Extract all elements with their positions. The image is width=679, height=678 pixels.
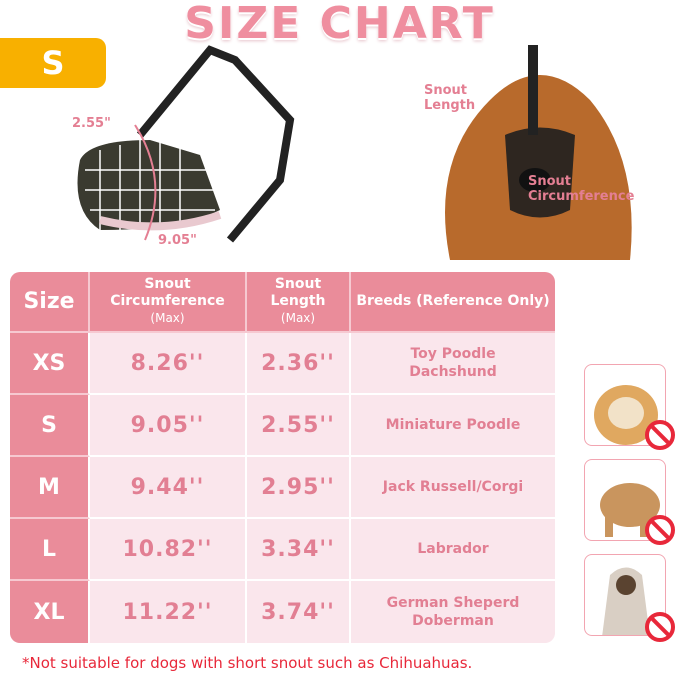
breeds-cell: Toy Poodle Dachshund: [351, 333, 555, 395]
length-cell: 2.55'': [247, 395, 351, 457]
table-row: L 10.82'' 3.34'' Labrador: [10, 519, 555, 581]
disclaimer-note: *Not suitable for dogs with short snout …: [22, 654, 473, 672]
circumference-cell: 8.26'': [90, 333, 247, 395]
page-title: SIZE CHART: [184, 0, 495, 49]
header-circumference: Snout Circumference (Max): [90, 272, 247, 333]
not-suitable-icon: [645, 420, 675, 450]
size-cell: S: [10, 395, 90, 457]
breeds-cell: German Sheperd Doberman: [351, 581, 555, 643]
circumference-cell: 10.82'': [90, 519, 247, 581]
breed-name: German Sheperd: [386, 595, 520, 611]
breeds-cell: Jack Russell/Corgi: [351, 457, 555, 519]
length-cell: 3.34'': [247, 519, 351, 581]
breed-name: Jack Russell/Corgi: [382, 479, 524, 495]
breed-name: Dachshund: [409, 364, 497, 380]
shar-pei-photo: [584, 459, 666, 541]
not-suitable-icon: [645, 515, 675, 545]
snout-circumference-label: Snout Circumference: [528, 174, 635, 204]
header-size: Size: [10, 272, 90, 333]
circumference-cell: 9.44'': [90, 457, 247, 519]
breed-name: Labrador: [417, 541, 489, 557]
breed-name: Toy Poodle: [410, 346, 496, 362]
size-cell: L: [10, 519, 90, 581]
breed-name: Miniature Poodle: [385, 417, 521, 433]
table-row: XS 8.26'' 2.36'' Toy Poodle Dachshund: [10, 333, 555, 395]
muzzle-image: [77, 45, 295, 243]
size-cell: XS: [10, 333, 90, 395]
pomeranian-photo: [584, 364, 666, 446]
circumference-cell: 9.05'': [90, 395, 247, 457]
circumference-cell: 11.22'': [90, 581, 247, 643]
size-cell: M: [10, 457, 90, 519]
snout-length-label: Snout Length: [424, 83, 476, 113]
breeds-cell: Labrador: [351, 519, 555, 581]
not-suitable-icon: [645, 612, 675, 642]
size-badge: S: [0, 38, 106, 88]
size-cell: XL: [10, 581, 90, 643]
length-dimension: 2.55": [72, 116, 111, 131]
table-header: Size Snout Circumference (Max) Snout Leng…: [10, 272, 555, 333]
table-row: S 9.05'' 2.55'' Miniature Poodle: [10, 395, 555, 457]
dog-photo: [445, 45, 632, 260]
header-breeds: Breeds (Reference Only): [351, 272, 555, 333]
table-row: XL 11.22'' 3.74'' German Sheperd Doberman: [10, 581, 555, 643]
table-row: M 9.44'' 2.95'' Jack Russell/Corgi: [10, 457, 555, 519]
breed-name: Doberman: [412, 613, 494, 629]
length-cell: 2.95'': [247, 457, 351, 519]
length-cell: 2.36'': [247, 333, 351, 395]
length-cell: 3.74'': [247, 581, 351, 643]
breeds-cell: Miniature Poodle: [351, 395, 555, 457]
size-table: Size Snout Circumference (Max) Snout Leng…: [10, 272, 555, 643]
header-length: Snout Length (Max): [247, 272, 351, 333]
circumference-dimension: 9.05": [158, 233, 197, 248]
